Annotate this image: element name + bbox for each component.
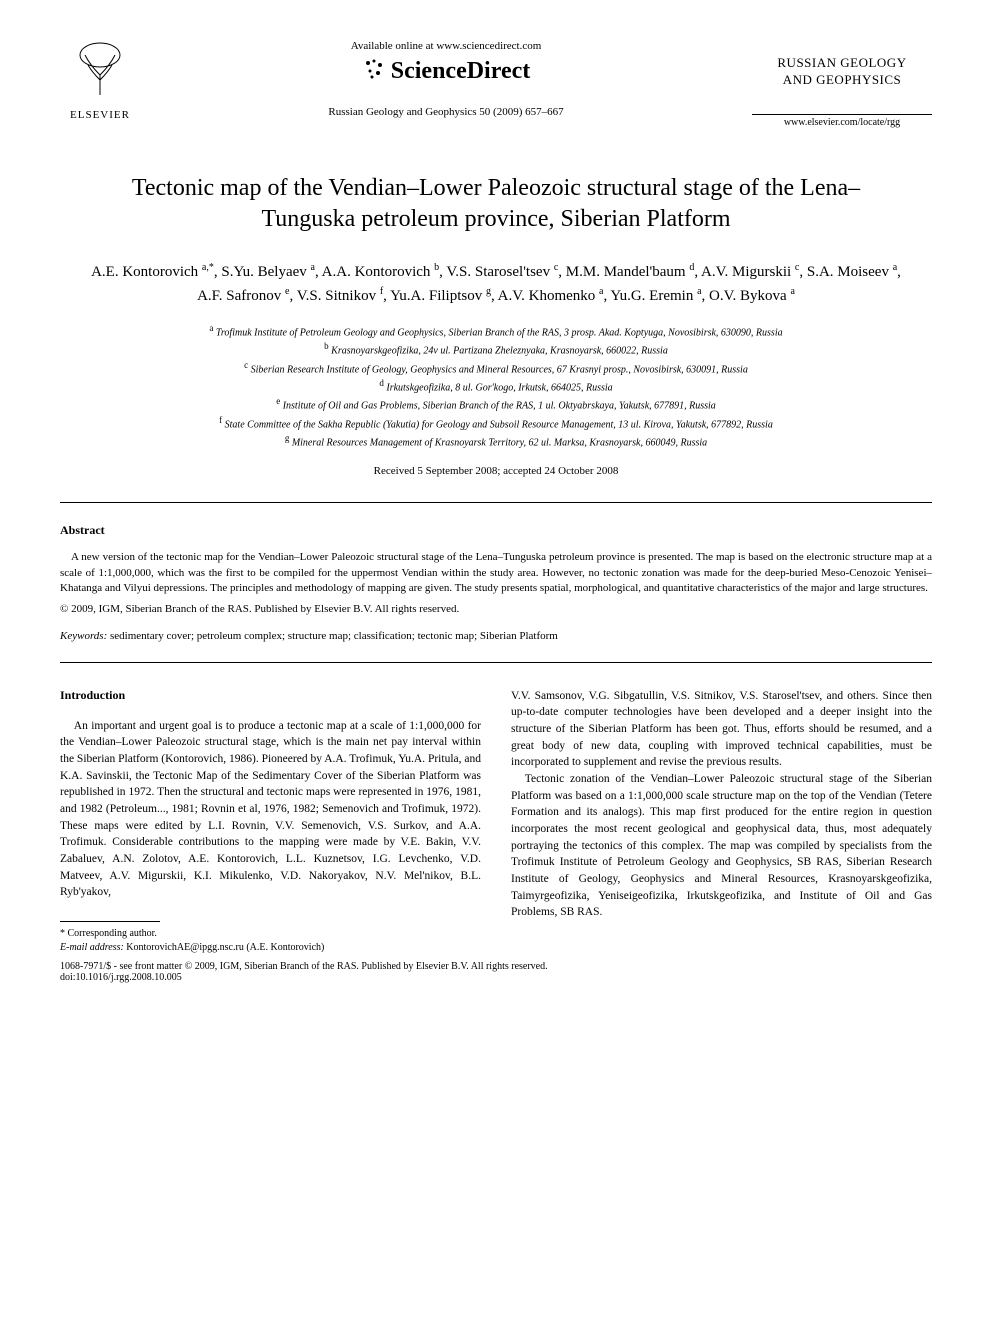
elsevier-tree-icon: [60, 40, 140, 107]
abstract-text: A new version of the tectonic map for th…: [60, 550, 932, 596]
corresponding-author-note: * Corresponding author.: [60, 927, 481, 941]
divider-top: [60, 502, 932, 503]
column-right: V.V. Samsonov, V.G. Sibgatullin, V.S. Si…: [511, 688, 932, 955]
affiliation-item: e Institute of Oil and Gas Problems, Sib…: [60, 395, 932, 413]
footnote-divider: [60, 921, 160, 922]
affiliation-item: g Mineral Resources Management of Krasno…: [60, 432, 932, 450]
page-footer: 1068-7971/$ - see front matter © 2009, I…: [60, 961, 932, 983]
journal-name-line1: RUSSIAN GEOLOGY: [752, 55, 932, 72]
elsevier-label: ELSEVIER: [60, 109, 140, 121]
center-header: Available online at www.sciencedirect.co…: [140, 40, 752, 118]
body-columns: Introduction An important and urgent goa…: [60, 688, 932, 955]
affiliation-item: b Krasnoyarskgeofizika, 24v ul. Partizan…: [60, 340, 932, 358]
keywords-label: Keywords:: [60, 630, 107, 642]
affiliation-item: f State Committee of the Sakha Republic …: [60, 414, 932, 432]
email-label: E-mail address:: [60, 942, 124, 953]
citation-line: Russian Geology and Geophysics 50 (2009)…: [140, 106, 752, 118]
journal-name-line2: AND GEOPHYSICS: [752, 72, 932, 89]
footer-doi: doi:10.1016/j.rgg.2008.10.005: [60, 972, 932, 983]
sciencedirect-text: ScienceDirect: [391, 58, 531, 85]
article-dates: Received 5 September 2008; accepted 24 O…: [60, 465, 932, 477]
introduction-p2: V.V. Samsonov, V.G. Sibgatullin, V.S. Si…: [511, 688, 932, 771]
affiliation-item: a Trofimuk Institute of Petroleum Geolog…: [60, 322, 932, 340]
elsevier-logo: ELSEVIER: [60, 40, 140, 121]
abstract-heading: Abstract: [60, 523, 932, 538]
affiliation-item: c Siberian Research Institute of Geology…: [60, 359, 932, 377]
right-header: RUSSIAN GEOLOGY AND GEOPHYSICS www.elsev…: [752, 40, 932, 128]
available-online-text: Available online at www.sciencedirect.co…: [140, 40, 752, 52]
divider-bottom: [60, 662, 932, 663]
keywords-text: sedimentary cover; petroleum complex; st…: [110, 630, 558, 642]
email-footnote: E-mail address: KontorovichAE@ipgg.nsc.r…: [60, 941, 481, 955]
introduction-p1: An important and urgent goal is to produ…: [60, 718, 481, 901]
page-header: ELSEVIER Available online at www.science…: [60, 40, 932, 128]
introduction-heading: Introduction: [60, 688, 481, 703]
introduction-p3: Tectonic zonation of the Vendian–Lower P…: [511, 771, 932, 921]
column-left: Introduction An important and urgent goa…: [60, 688, 481, 955]
affiliations-list: a Trofimuk Institute of Petroleum Geolog…: [60, 322, 932, 450]
journal-url: www.elsevier.com/locate/rgg: [752, 114, 932, 128]
article-title: Tectonic map of the Vendian–Lower Paleoz…: [100, 173, 892, 235]
keywords: Keywords: sedimentary cover; petroleum c…: [60, 630, 932, 642]
sciencedirect-logo: ScienceDirect: [362, 57, 531, 86]
authors-list: A.E. Kontorovich a,*, S.Yu. Belyaev a, A…: [90, 260, 902, 307]
sciencedirect-icon: [362, 57, 386, 86]
email-address: KontorovichAE@ipgg.nsc.ru (A.E. Kontorov…: [126, 942, 324, 953]
journal-name: RUSSIAN GEOLOGY AND GEOPHYSICS: [752, 55, 932, 89]
affiliation-item: d Irkutskgeofizika, 8 ul. Gor'kogo, Irku…: [60, 377, 932, 395]
footer-copyright: 1068-7971/$ - see front matter © 2009, I…: [60, 961, 932, 972]
abstract-copyright: © 2009, IGM, Siberian Branch of the RAS.…: [60, 603, 932, 615]
